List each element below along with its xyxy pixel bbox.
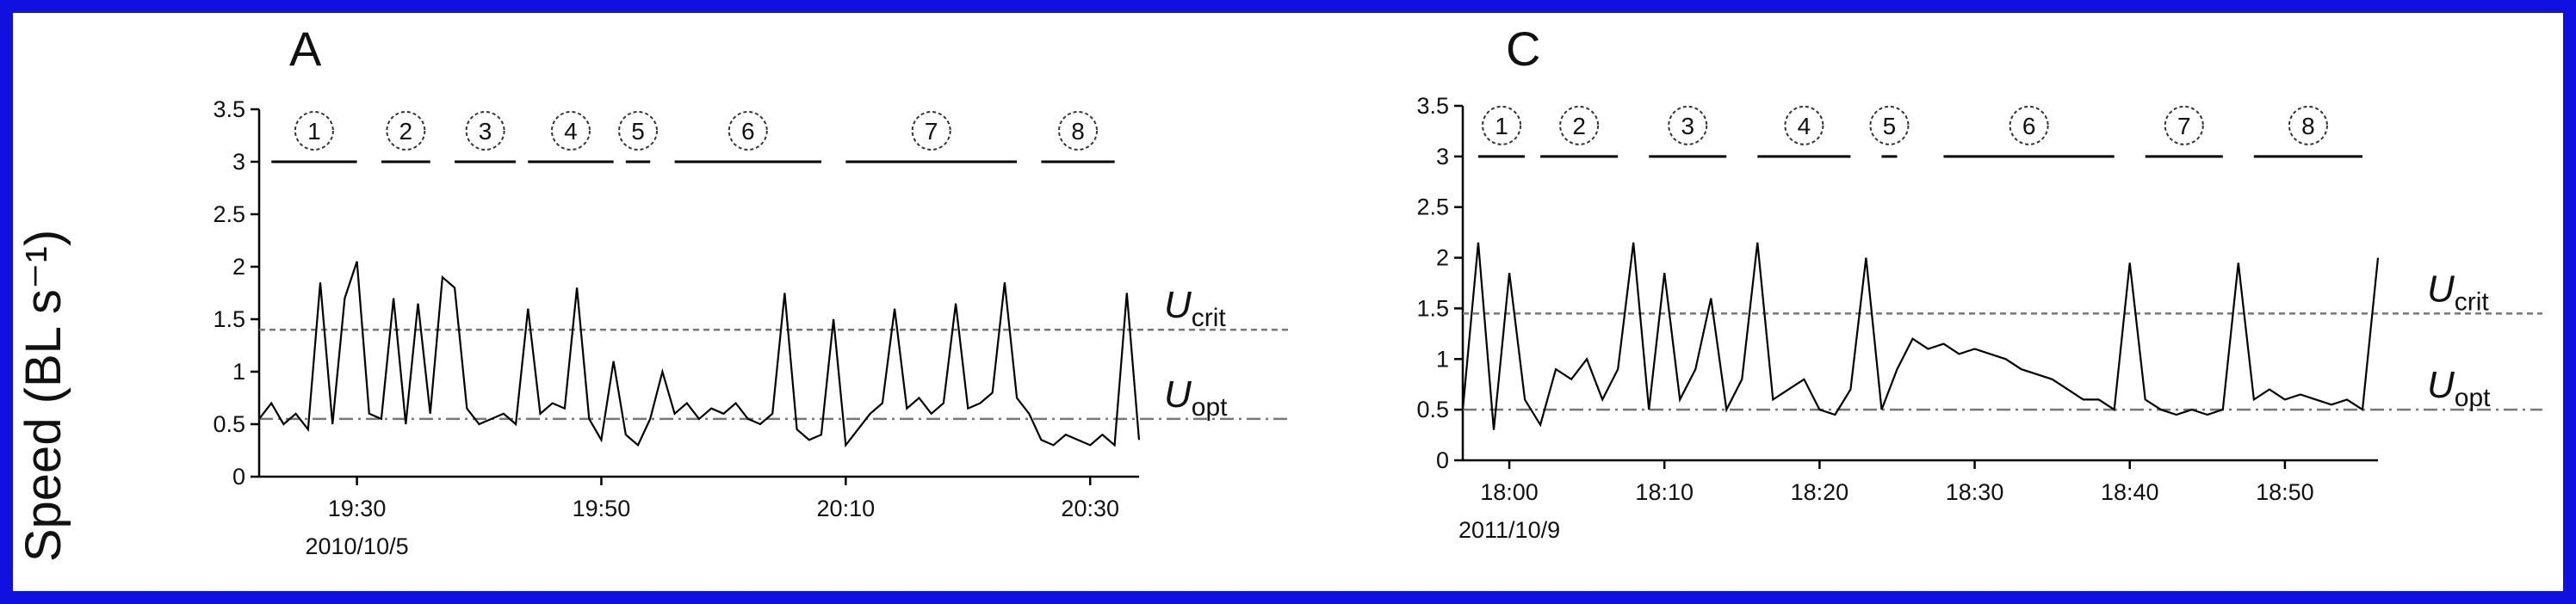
segment-badge	[1559, 105, 1600, 145]
x-tick-label: 19:50	[573, 496, 631, 521]
threshold-label: Uopt	[2427, 364, 2491, 412]
segment-badge	[465, 111, 505, 151]
segment-label: 1	[1495, 113, 1508, 139]
x-tick-label: 18:10	[1635, 479, 1694, 505]
segment-badge	[1482, 105, 1522, 145]
y-tick-label: 3.5	[1416, 93, 1449, 119]
y-tick-label: 0	[1436, 447, 1449, 473]
segment-badge	[1784, 105, 1824, 145]
panel: C 0 0.5 1 1.5 2 2.5 3 3.5 18:00 2011/10/9 18:10 18:2…	[1416, 22, 2542, 543]
speed-line	[1461, 242, 2380, 430]
panel: A 0 0.5 1 1.5 2 2.5 3 3.5 19:30 2010/10/5 19:50 20:1…	[213, 22, 1288, 559]
y-axis-label: Speed (BL s⁻¹)	[15, 230, 71, 562]
x-tick-label: 19:30	[328, 496, 387, 521]
date-label: 2011/10/9	[1458, 517, 1560, 543]
threshold-subscript: crit	[2455, 287, 2490, 316]
segment-label: 5	[631, 118, 645, 145]
segment-badge	[618, 111, 659, 151]
panel-label: B	[301, 595, 333, 604]
segment-label: 6	[2022, 113, 2036, 139]
segment-label: 2	[399, 118, 413, 145]
threshold-label: Ucrit	[2427, 268, 2489, 316]
threshold-subscript: opt	[1192, 393, 1228, 422]
segment-badge	[1668, 105, 1708, 145]
y-tick-label: 2.5	[213, 201, 245, 227]
segment-label: 8	[2301, 113, 2315, 139]
panel-label: C	[1506, 22, 1540, 76]
y-tick-label: 3	[232, 149, 245, 175]
y-tick-label: 0	[232, 464, 245, 490]
panel-label: A	[289, 22, 322, 76]
y-tick-label: 3.5	[213, 96, 245, 122]
y-tick-label: 2	[232, 254, 245, 280]
segment-label: 8	[1071, 118, 1085, 145]
segment-badge	[911, 111, 951, 151]
threshold-symbol: U	[1164, 373, 1192, 416]
segment-badge	[2164, 105, 2204, 145]
segment-badge	[386, 111, 426, 151]
x-tick-label: 18:40	[2101, 479, 2159, 505]
y-tick-label: 1.5	[213, 306, 245, 332]
segment-label: 6	[741, 118, 755, 145]
y-tick-label: 1.5	[1416, 295, 1449, 321]
x-tick-label: 20:10	[817, 496, 876, 521]
segment-badge	[1058, 111, 1099, 151]
threshold-symbol: U	[2427, 268, 2455, 310]
y-tick-label: 2.5	[1416, 194, 1449, 220]
date-label: 2010/10/5	[305, 533, 408, 559]
threshold-symbol: U	[2427, 364, 2455, 406]
segment-badge	[2009, 105, 2049, 145]
y-tick-label: 0.5	[1416, 397, 1449, 422]
y-tick-label: 2	[1436, 245, 1449, 271]
segment-label: 1	[307, 118, 321, 145]
x-tick-label: 18:50	[2256, 479, 2314, 505]
y-tick-label: 1	[1436, 346, 1449, 372]
segment-badge	[2288, 105, 2328, 145]
y-tick-label: 1	[232, 359, 245, 385]
segment-label: 5	[1883, 113, 1897, 139]
threshold-symbol: U	[1164, 284, 1192, 326]
segment-badge	[728, 111, 768, 151]
threshold-label: Uopt	[1164, 373, 1228, 422]
segment-label: 2	[1572, 113, 1586, 139]
segment-label: 3	[1681, 113, 1694, 139]
threshold-label: Ucrit	[1164, 284, 1226, 332]
y-tick-label: 3	[1436, 144, 1449, 169]
y-tick-label: 0.5	[213, 411, 245, 437]
threshold-subscript: opt	[2455, 384, 2491, 412]
x-tick-label: 20:30	[1061, 496, 1119, 521]
segment-label: 7	[2177, 113, 2191, 139]
threshold-subscript: crit	[1192, 304, 1227, 332]
segment-label: 3	[479, 118, 492, 145]
x-tick-label: 18:00	[1480, 479, 1539, 505]
segment-label: 4	[564, 118, 578, 145]
segment-badge	[1869, 105, 1910, 145]
segment-badge	[294, 111, 334, 151]
x-tick-label: 18:20	[1791, 479, 1849, 505]
speed-line	[258, 261, 1141, 448]
segment-label: 7	[925, 118, 938, 145]
segment-badge	[550, 111, 591, 151]
x-tick-label: 18:30	[1946, 479, 2004, 505]
segment-label: 4	[1798, 113, 1811, 139]
